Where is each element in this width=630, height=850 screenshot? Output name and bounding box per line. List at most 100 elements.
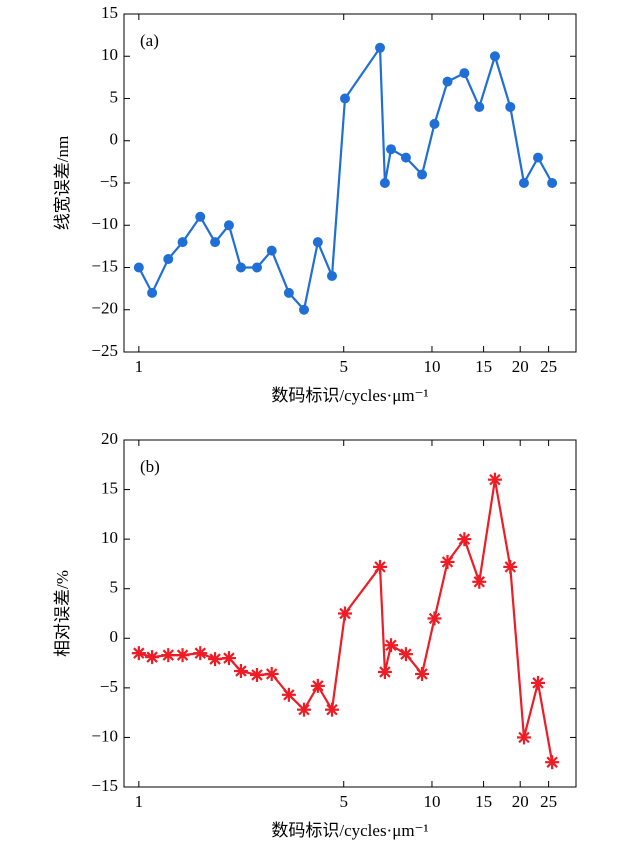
data-point xyxy=(195,211,206,222)
x-tick-label: 15 xyxy=(475,357,492,376)
data-point xyxy=(324,702,339,717)
asterisk-stroke xyxy=(298,703,310,716)
plot-frame xyxy=(123,439,577,788)
y-tick-label: −5 xyxy=(100,172,118,191)
asterisk-stroke xyxy=(162,649,174,661)
data-point xyxy=(545,755,560,770)
data-point xyxy=(533,152,544,163)
data-point xyxy=(339,93,350,104)
data-point xyxy=(266,245,277,256)
data-point xyxy=(400,152,411,163)
asterisk-stroke xyxy=(379,666,391,678)
data-point xyxy=(377,664,392,679)
asterisk-stroke xyxy=(546,756,558,768)
data-point xyxy=(147,287,158,298)
data-point xyxy=(208,652,223,667)
data-point xyxy=(398,647,413,662)
asterisk-stroke xyxy=(209,653,221,665)
asterisk-stroke xyxy=(283,689,295,701)
y-tick-label: 10 xyxy=(101,45,118,64)
asterisk-stroke xyxy=(416,668,428,680)
x-tick-label: 20 xyxy=(512,792,529,811)
data-point xyxy=(177,237,188,248)
y-tick-label: −25 xyxy=(91,341,118,360)
x-tick-label: 5 xyxy=(339,357,348,376)
data-point xyxy=(384,638,399,653)
x-tick-label: 10 xyxy=(423,792,440,811)
data-point xyxy=(250,667,265,682)
y-tick-label: 0 xyxy=(110,627,119,646)
asterisk-stroke xyxy=(518,731,530,744)
asterisk-stroke xyxy=(326,703,338,716)
asterisk-stroke xyxy=(265,668,278,680)
x-tick-label: 25 xyxy=(540,357,557,376)
y-tick-label: 10 xyxy=(101,528,118,547)
asterisk-stroke xyxy=(223,652,235,664)
asterisk-stroke xyxy=(194,647,206,659)
data-point xyxy=(326,270,337,281)
asterisk-stroke xyxy=(146,651,158,663)
x-tick-label: 1 xyxy=(135,792,144,811)
data-point xyxy=(145,650,160,665)
data-point xyxy=(505,101,516,112)
data-point xyxy=(375,42,386,53)
y-tick-label: 0 xyxy=(110,130,119,149)
data-point xyxy=(472,574,487,589)
data-point xyxy=(516,730,531,745)
asterisk-stroke xyxy=(532,677,544,689)
x-tick-label: 15 xyxy=(475,792,492,811)
data-point xyxy=(252,262,263,273)
x-axis-label: 数码标识/cycles·μm⁻¹ xyxy=(271,821,428,840)
data-line xyxy=(138,479,554,763)
data-point xyxy=(440,554,455,569)
data-point xyxy=(133,262,144,273)
data-point xyxy=(487,472,502,487)
data-point xyxy=(427,611,442,626)
data-point xyxy=(264,666,279,681)
panel-label: (b) xyxy=(140,457,160,476)
y-tick-label: −10 xyxy=(91,726,118,745)
x-tick-label: 25 xyxy=(540,792,557,811)
y-axis-label: 线宽误差/nm xyxy=(53,136,72,230)
asterisk-stroke xyxy=(176,649,189,661)
data-point xyxy=(299,304,310,315)
y-tick-label: 20 xyxy=(101,429,118,448)
asterisk-stroke xyxy=(504,561,517,573)
data-point xyxy=(373,559,388,574)
x-tick-label: 1 xyxy=(135,357,144,376)
data-point xyxy=(233,664,248,679)
asterisk-stroke xyxy=(428,612,441,625)
data-point xyxy=(474,101,485,112)
asterisk-stroke xyxy=(473,576,485,588)
data-point xyxy=(281,687,296,702)
data-point xyxy=(221,651,236,666)
asterisk-stroke xyxy=(489,473,501,486)
x-tick-label: 5 xyxy=(339,792,348,811)
data-point xyxy=(379,178,390,188)
data-point xyxy=(161,648,176,663)
data-point xyxy=(337,606,352,621)
data-point xyxy=(489,51,500,62)
data-point xyxy=(283,287,294,298)
data-point xyxy=(429,118,440,129)
data-point xyxy=(547,178,558,188)
data-point xyxy=(417,169,428,180)
data-point xyxy=(210,237,221,248)
data-point xyxy=(518,178,529,188)
data-point xyxy=(297,702,312,717)
data-point xyxy=(386,144,397,155)
data-line xyxy=(137,44,554,313)
y-tick-label: 5 xyxy=(110,87,119,106)
y-tick-label: 15 xyxy=(101,478,118,497)
data-point xyxy=(415,666,430,681)
asterisk-stroke xyxy=(133,647,145,659)
asterisk-stroke xyxy=(339,607,351,620)
data-point xyxy=(163,254,174,265)
data-point xyxy=(312,237,323,248)
data-point xyxy=(457,532,472,547)
y-tick-label: −15 xyxy=(91,776,118,795)
panel-label: (a) xyxy=(140,31,159,50)
plot-frame xyxy=(123,13,577,353)
y-tick-label: −20 xyxy=(91,299,118,318)
data-point xyxy=(175,648,190,663)
